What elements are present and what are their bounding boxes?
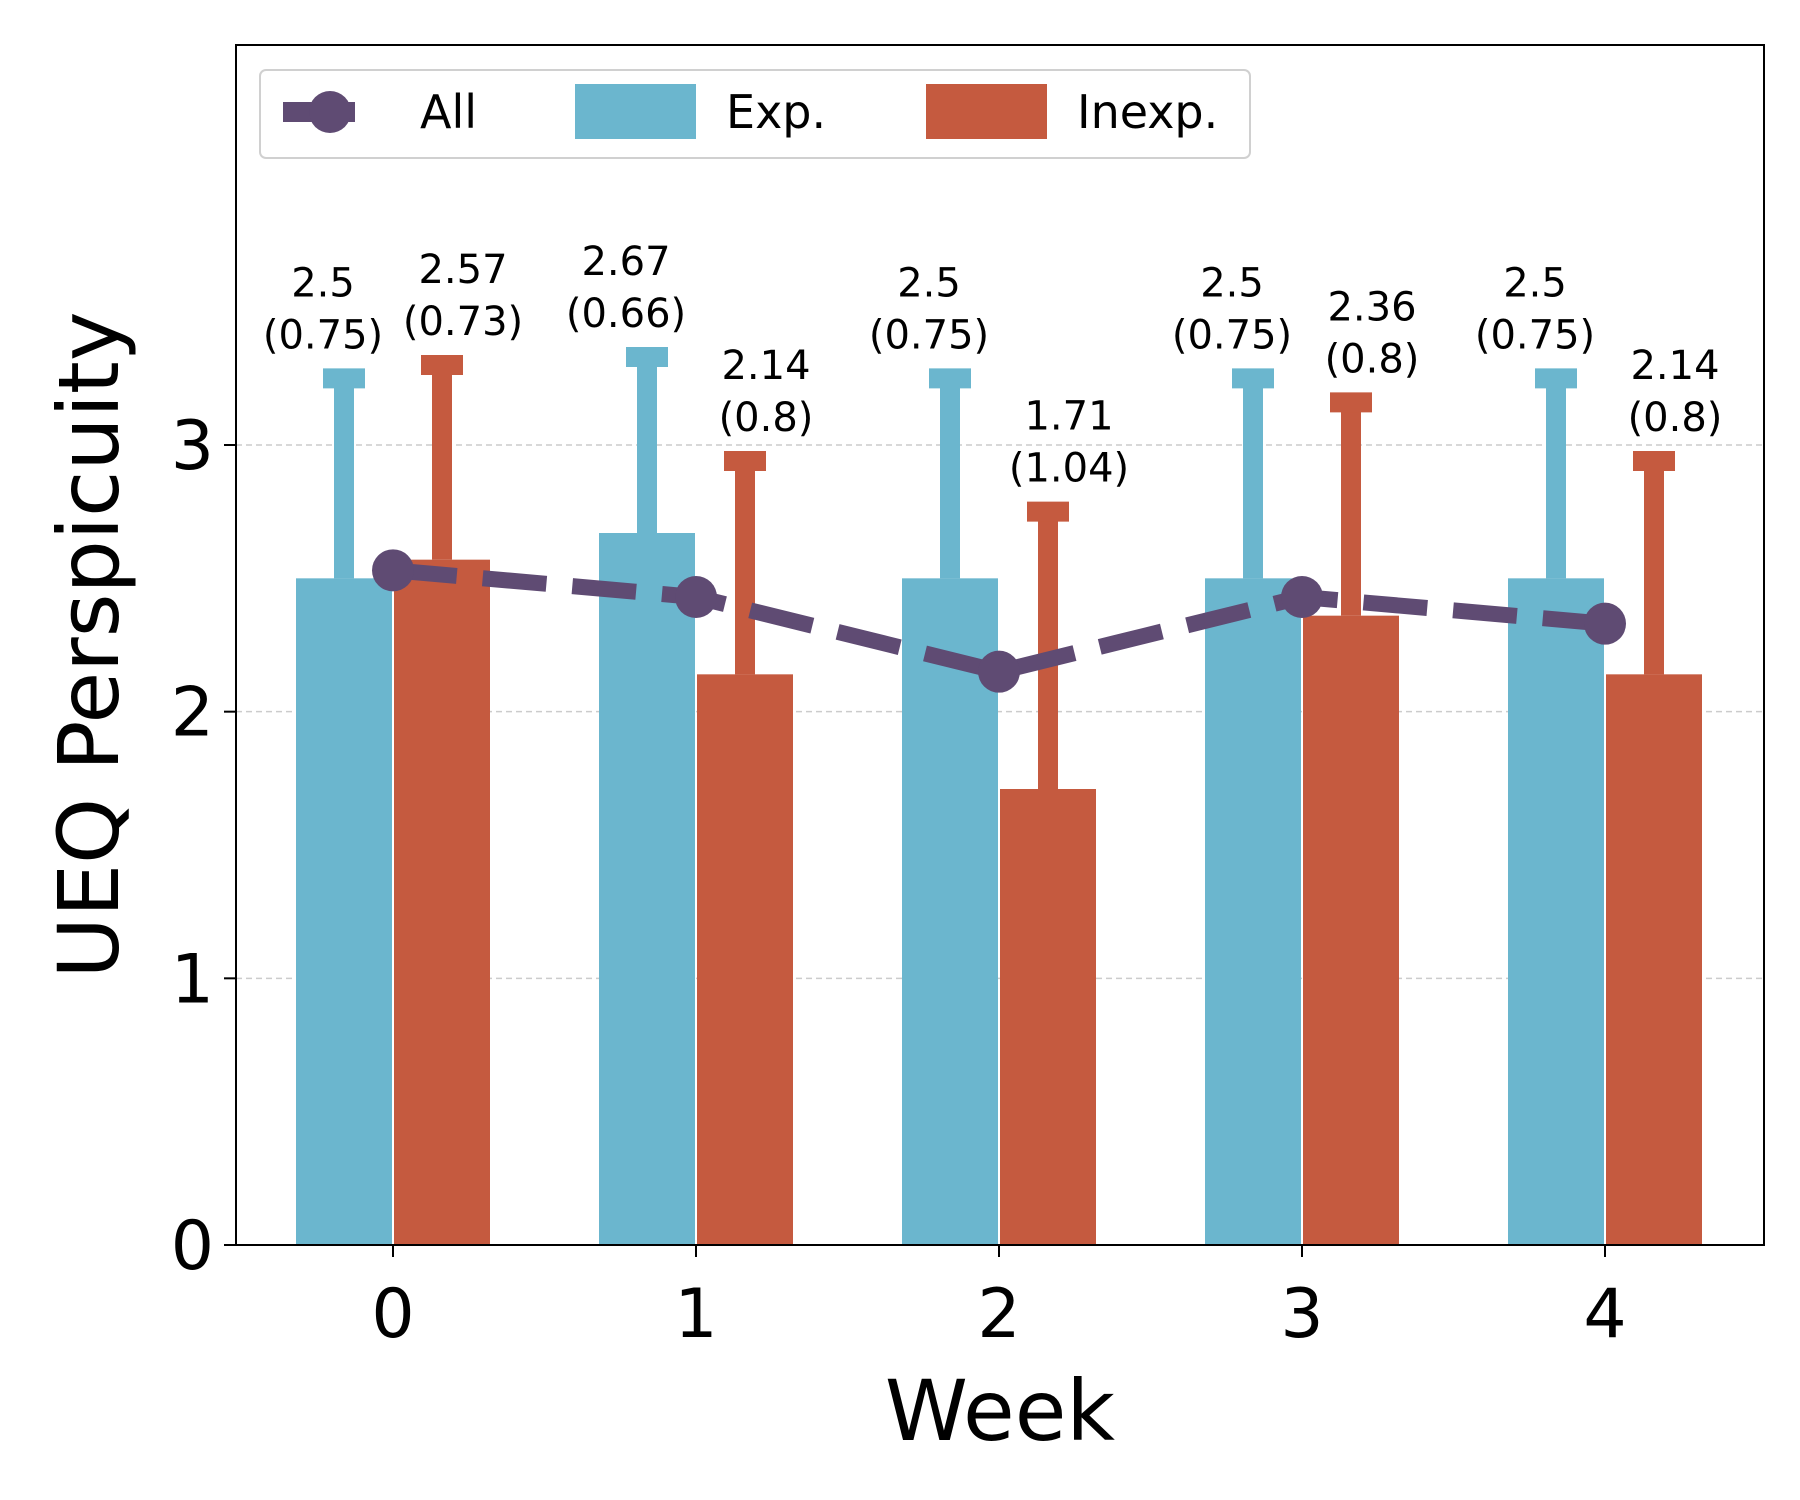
bar-value-label: 1.71 <box>1024 394 1113 440</box>
all-point-week-2 <box>978 650 1020 693</box>
x-tick-label: 0 <box>371 1275 414 1354</box>
bar-exp-week-2 <box>902 578 998 1245</box>
legend-exp-swatch <box>575 84 696 139</box>
all-line <box>392 562 1606 680</box>
axes: 0 1 2 3 0 1 2 3 4 <box>171 407 1627 1354</box>
bar-value-label: 2.57 <box>418 247 507 293</box>
y-tick-label: 0 <box>171 1207 214 1286</box>
bar-value-label: 2.14 <box>721 343 810 389</box>
legend-label-inexp: Inexp. <box>1077 85 1218 139</box>
legend-label-all: All <box>420 85 477 139</box>
bars <box>296 533 1702 1245</box>
bar-value-label: 2.5 <box>1503 260 1567 306</box>
x-axis-title: Week <box>885 1362 1115 1460</box>
bar-value-label: 2.67 <box>581 239 670 285</box>
bar-inexp-week-3 <box>1303 615 1399 1245</box>
bar-value-label: (0.8) <box>719 395 814 441</box>
legend-all-marker <box>309 91 351 133</box>
bar-value-label: (0.66) <box>566 291 686 337</box>
bar-inexp-week-0 <box>394 559 490 1245</box>
bar-inexp-week-1 <box>697 674 793 1245</box>
bar-exp-week-0 <box>296 578 392 1245</box>
x-tick-label: 2 <box>977 1275 1020 1354</box>
y-axis-title: UEQ Perspicuity <box>40 311 138 978</box>
all-point-week-0 <box>372 549 414 592</box>
bar-value-label: 2.14 <box>1630 343 1719 389</box>
legend: All Exp. Inexp. <box>259 69 1251 159</box>
x-tick-label: 4 <box>1583 1275 1626 1354</box>
bar-exp-week-4 <box>1508 578 1604 1245</box>
all-point-week-4 <box>1584 602 1626 645</box>
legend-label-exp: Exp. <box>726 85 826 139</box>
bar-value-label: 2.5 <box>1200 260 1264 306</box>
bar-exp-week-1 <box>599 533 695 1245</box>
bar-value-label: (0.75) <box>869 312 989 358</box>
y-tick-label: 1 <box>171 940 214 1019</box>
error-bars <box>323 347 1675 789</box>
bar-inexp-week-2 <box>1000 789 1096 1245</box>
bar-value-label: (0.75) <box>1475 312 1595 358</box>
bar-value-label: 2.36 <box>1327 284 1416 330</box>
all-point-week-3 <box>1281 576 1323 618</box>
bar-value-label: 2.5 <box>291 260 355 306</box>
bar-value-label: (0.73) <box>403 299 523 345</box>
legend-inexp-swatch <box>926 84 1047 139</box>
bar-value-label: (0.8) <box>1325 336 1420 382</box>
bar-value-label: (0.75) <box>1172 312 1292 358</box>
all-series-line <box>372 549 1626 693</box>
bar-value-label: (1.04) <box>1009 446 1129 492</box>
y-tick-label: 2 <box>171 674 214 753</box>
bar-exp-week-3 <box>1205 578 1301 1245</box>
x-tick-label: 1 <box>674 1275 717 1354</box>
bar-inexp-week-4 <box>1606 674 1702 1245</box>
bar-value-labels: 2.5 (0.75) 2.67 (0.66) 2.5 (0.75) 2.5 (0.75) 2.5… <box>263 239 1723 492</box>
x-tick-label: 3 <box>1280 1275 1323 1354</box>
bar-value-label: 2.5 <box>897 260 961 306</box>
bar-value-label: (0.75) <box>263 312 383 358</box>
bar-value-label: (0.8) <box>1628 395 1723 441</box>
y-tick-label: 3 <box>171 407 214 486</box>
all-point-week-1 <box>675 576 717 618</box>
